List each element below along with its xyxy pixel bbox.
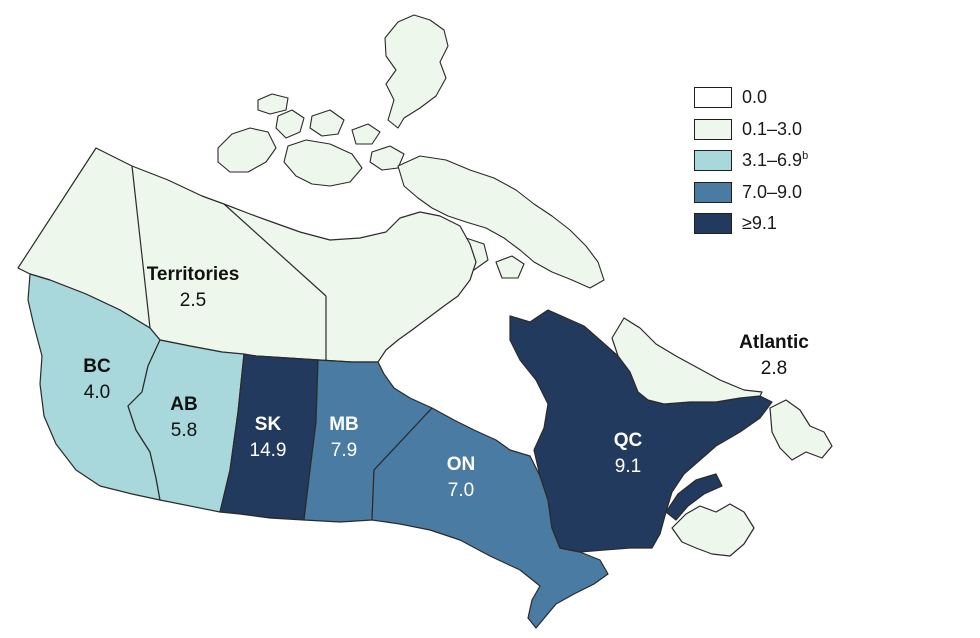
label-bc-name: BC	[83, 356, 111, 377]
label-mb-value: 7.9	[331, 440, 357, 461]
region-qc-peninsula	[665, 473, 723, 521]
legend-swatch	[694, 118, 732, 140]
label-territories-value: 2.5	[180, 290, 206, 311]
label-mb-name: MB	[329, 414, 359, 435]
label-atlantic-value: 2.8	[761, 358, 787, 379]
legend-label: ≥9.1	[742, 213, 777, 234]
label-qc-name: QC	[614, 430, 643, 451]
arctic-island-banks	[217, 127, 277, 173]
arctic-island-6	[495, 255, 525, 279]
arctic-island-baffin	[397, 155, 605, 289]
label-ab-value: 5.8	[171, 420, 197, 441]
arctic-island-2	[275, 109, 305, 139]
region-atlantic-labrador	[611, 317, 763, 405]
arctic-island-1	[257, 93, 289, 115]
legend-item: 3.1–6.9b	[694, 145, 934, 177]
nwt-nunavut-border	[223, 203, 327, 297]
label-sk-name: SK	[255, 414, 282, 435]
region-atlantic-newfoundland	[769, 399, 833, 461]
arctic-islands	[217, 14, 605, 289]
legend-item: 0.1–3.0	[694, 114, 934, 146]
map-legend: 0.0 0.1–3.0 3.1–6.9b 7.0–9.0 ≥9.1	[694, 82, 934, 240]
arctic-island-victoria	[283, 139, 363, 187]
arctic-island-ellesmere	[384, 14, 449, 129]
arctic-island-4	[351, 123, 381, 145]
legend-label: 7.0–9.0	[742, 181, 803, 202]
label-bc-value: 4.0	[84, 382, 110, 403]
region-on	[371, 407, 609, 629]
legend-footnote: b	[802, 150, 809, 163]
legend-swatch	[694, 213, 732, 235]
label-ab-name: AB	[170, 394, 197, 415]
arctic-island-3	[309, 109, 345, 137]
region-labels: Territories 2.5 BC 4.0 AB 5.8 SK 14.9 MB…	[83, 264, 809, 501]
label-qc-value: 9.1	[615, 456, 641, 477]
arctic-island-5	[369, 145, 405, 171]
label-on-value: 7.0	[448, 480, 474, 501]
legend-swatch	[694, 150, 732, 172]
label-on-name: ON	[447, 454, 476, 475]
legend-item: 0.0	[694, 82, 934, 114]
region-ab	[127, 339, 245, 513]
yukon-nwt-border	[131, 165, 151, 329]
legend-label: 0.0	[742, 87, 768, 108]
region-atlantic-maritimes	[671, 503, 755, 557]
legend-label: 0.1–3.0	[742, 118, 803, 139]
legend-label: 3.1–6.9b	[742, 150, 809, 171]
legend-swatch	[694, 87, 732, 109]
legend-item: 7.0–9.0	[694, 177, 934, 209]
label-sk-value: 14.9	[250, 440, 287, 461]
label-territories-name: Territories	[147, 264, 240, 285]
label-atlantic-name: Atlantic	[739, 332, 809, 353]
legend-item: ≥9.1	[694, 208, 934, 240]
legend-swatch	[694, 181, 732, 203]
